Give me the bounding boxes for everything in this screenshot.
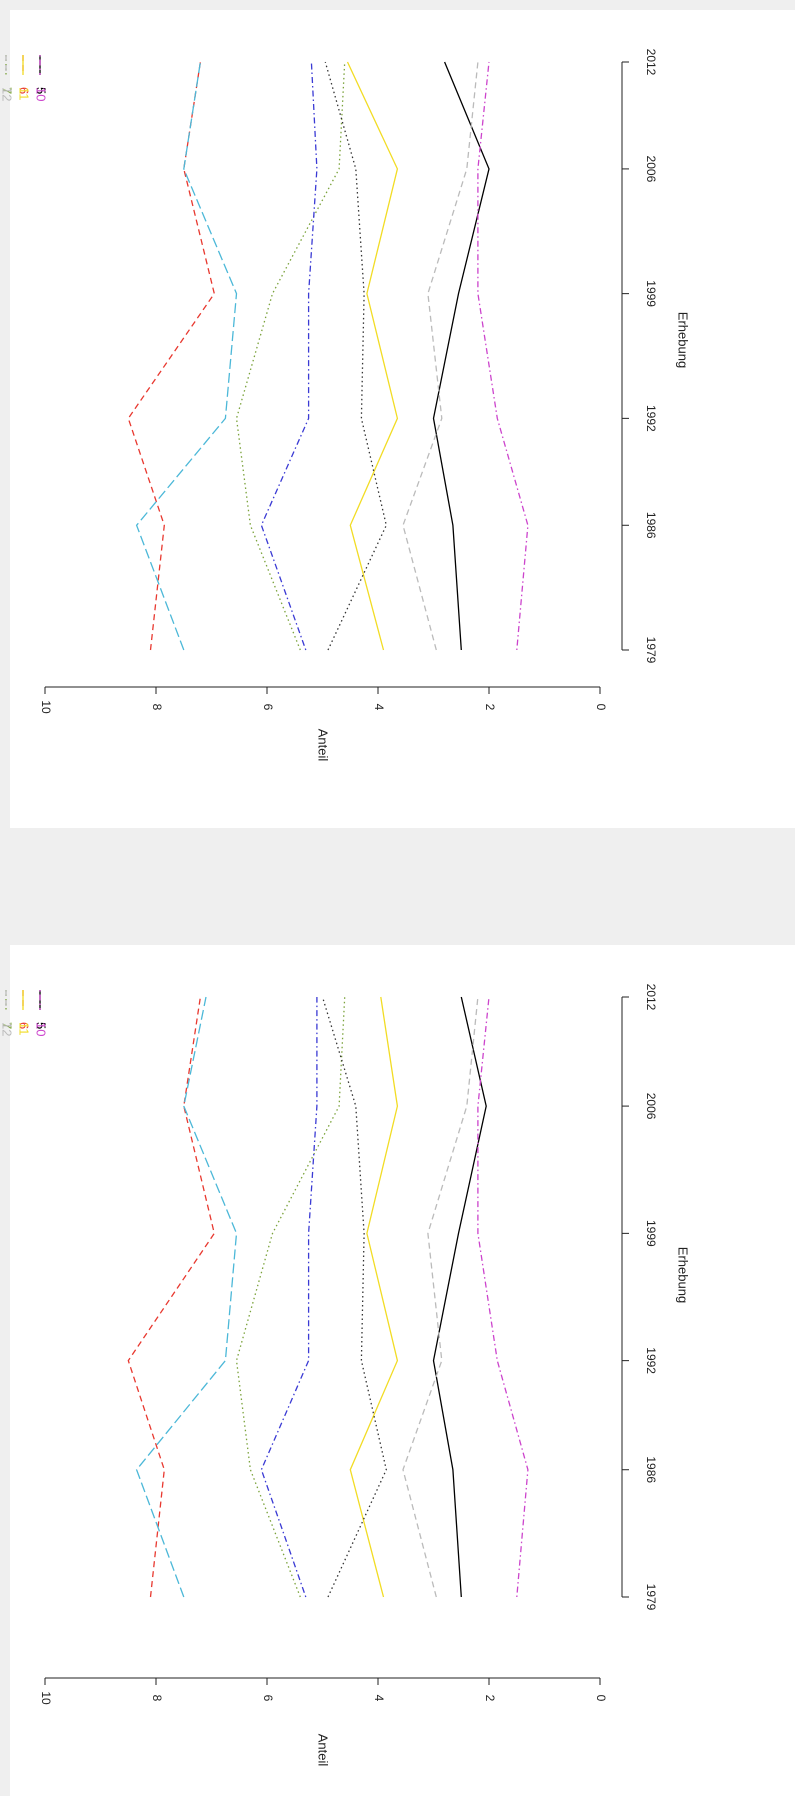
y-tick-label: 10 bbox=[39, 700, 53, 714]
y-tick-label: 2 bbox=[483, 704, 497, 711]
chart-panel-bottom: 0 2 4 6 8 10 1979 1986 1992 1999 2006 2012 Erhebung A… bbox=[0, 945, 795, 1796]
legend-label-5: 5 bbox=[34, 87, 49, 94]
series-line-6 bbox=[127, 996, 215, 1598]
series-line-12 bbox=[402, 996, 479, 1598]
y-tick-label: 4 bbox=[372, 704, 386, 711]
x-tick-label: 1992 bbox=[644, 1347, 658, 1374]
y-tick-label: 4 bbox=[372, 1695, 386, 1702]
x-tick-label: 2006 bbox=[644, 1093, 658, 1120]
series-line-8 bbox=[260, 61, 318, 651]
series-line-8 bbox=[260, 997, 318, 1598]
series-line-5 bbox=[432, 996, 487, 1598]
series-line-11 bbox=[349, 996, 399, 1598]
series-line-7 bbox=[235, 61, 346, 651]
y-tick-label: 8 bbox=[150, 1695, 164, 1702]
series-line-15 bbox=[324, 61, 387, 651]
x-tick-label: 1979 bbox=[644, 637, 658, 664]
y-tick-label: 2 bbox=[483, 1695, 497, 1702]
series-line-15 bbox=[321, 996, 387, 1598]
chart-panel-top: 0 2 4 6 8 10 1979 1986 1992 1999 2006 2012 Erhebung A… bbox=[0, 10, 795, 828]
y-tick-label: 8 bbox=[150, 704, 164, 711]
x-tick-label: 1992 bbox=[644, 405, 658, 432]
y-tick-label: 6 bbox=[261, 1695, 275, 1702]
x-tick-label: 2012 bbox=[644, 49, 658, 76]
series-line-6 bbox=[127, 61, 216, 651]
series-line-5 bbox=[432, 61, 490, 651]
legend-label-10: 10 bbox=[34, 1022, 49, 1036]
legend-label-11: 11 bbox=[17, 87, 32, 101]
y-tick-label: 0 bbox=[594, 1695, 608, 1702]
y-axis-title: Anteil bbox=[316, 729, 331, 762]
legend-label-7: 7 bbox=[0, 1022, 15, 1029]
legend-label-6: 6 bbox=[17, 87, 32, 94]
legend-label-12: 12 bbox=[0, 1022, 15, 1036]
y-tick-label: 0 bbox=[594, 704, 608, 711]
legend-label-11: 11 bbox=[17, 1022, 32, 1036]
x-tick-label: 1999 bbox=[644, 1220, 658, 1247]
x-tick-label: 1986 bbox=[644, 1456, 658, 1483]
x-tick-label: 1999 bbox=[644, 280, 658, 307]
series-line-9 bbox=[135, 61, 238, 651]
y-axis-title: Anteil bbox=[316, 1734, 331, 1767]
series-line-10 bbox=[477, 61, 529, 651]
y-tick-label: 6 bbox=[261, 704, 275, 711]
x-tick-label: 2012 bbox=[644, 984, 658, 1011]
legend-label-6: 6 bbox=[17, 1022, 32, 1029]
x-tick-label: 1986 bbox=[644, 512, 658, 539]
x-tick-label: 1979 bbox=[644, 1584, 658, 1611]
legend-label-12: 12 bbox=[0, 87, 15, 101]
line-chart-top: 0 2 4 6 8 10 1979 1986 1992 1999 2006 2012 Erhebung A… bbox=[0, 49, 691, 762]
line-chart-bottom: 0 2 4 6 8 10 1979 1986 1992 1999 2006 2012 Erhebung A… bbox=[0, 984, 691, 1767]
legend-label-7: 7 bbox=[0, 87, 15, 94]
x-axis-title: Erhebung bbox=[676, 1247, 691, 1303]
series-line-7 bbox=[235, 996, 346, 1598]
legend-label-10: 10 bbox=[34, 87, 49, 101]
series-line-9 bbox=[135, 996, 238, 1598]
series-line-12 bbox=[402, 61, 479, 651]
y-tick-label: 10 bbox=[39, 1691, 53, 1705]
legend-label-5: 5 bbox=[34, 1022, 49, 1029]
series-line-10 bbox=[477, 996, 529, 1598]
x-axis-title: Erhebung bbox=[676, 312, 691, 368]
x-tick-label: 2006 bbox=[644, 156, 658, 183]
series-line-11 bbox=[346, 61, 399, 651]
